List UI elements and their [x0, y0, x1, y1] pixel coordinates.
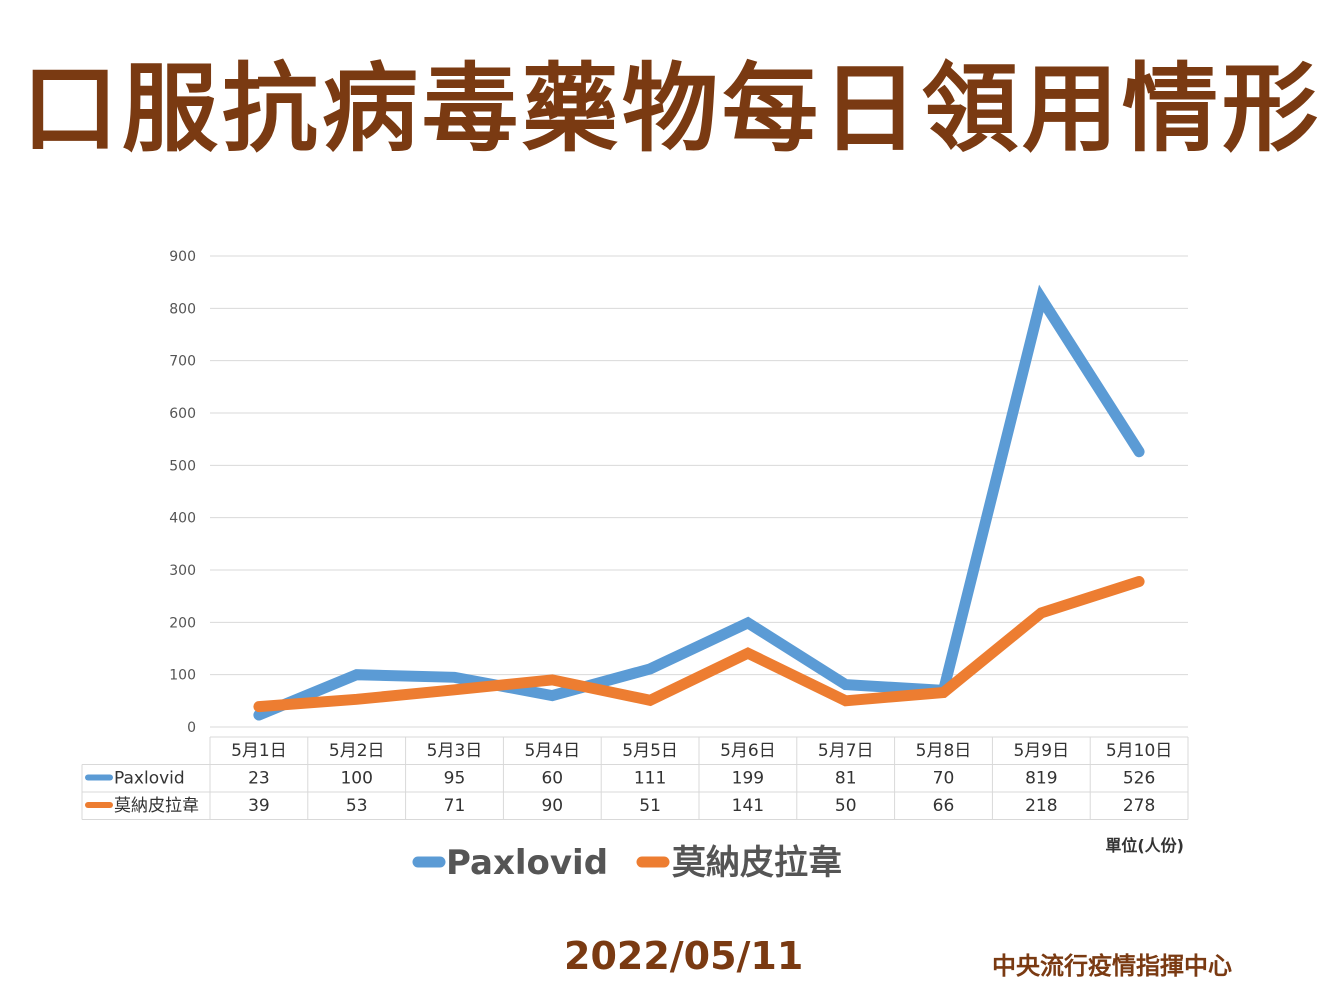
x-tick-label: 5月8日 [916, 741, 972, 761]
data-label: 90 [541, 796, 563, 816]
x-tick-label: 5月7日 [818, 741, 874, 761]
data-label: 71 [444, 796, 466, 816]
chart-title: 口服抗病毒藥物每日領用情形 [22, 53, 1322, 165]
x-tick-label: 5月1日 [231, 741, 287, 761]
data-label: 819 [1025, 769, 1057, 789]
data-label: 53 [346, 796, 368, 816]
y-tick-label: 900 [169, 249, 196, 265]
x-tick-label: 5月9日 [1013, 741, 1069, 761]
organization-name: 中央流行疫情指揮中心 [992, 952, 1232, 980]
x-tick-label: 5月3日 [427, 741, 483, 761]
data-label: 81 [835, 769, 857, 789]
x-tick-label: 5月4日 [524, 741, 580, 761]
y-tick-label: 300 [169, 563, 196, 579]
data-label: 50 [835, 796, 857, 816]
y-tick-label: 500 [169, 458, 196, 474]
y-tick-label: 200 [169, 615, 196, 631]
x-tick-label: 5月2日 [329, 741, 385, 761]
x-tick-label: 5月5日 [622, 741, 678, 761]
y-tick-label: 0 [187, 720, 196, 736]
data-label: 111 [634, 769, 666, 789]
data-label: 66 [933, 796, 955, 816]
legend-label: Paxlovid [446, 843, 608, 883]
y-tick-label: 400 [169, 511, 196, 527]
data-label: 39 [248, 796, 270, 816]
data-label: 278 [1123, 796, 1155, 816]
x-tick-label: 5月10日 [1106, 741, 1172, 761]
data-label: 199 [732, 769, 764, 789]
x-tick-label: 5月6日 [720, 741, 776, 761]
data-label: 218 [1025, 796, 1057, 816]
y-tick-label: 600 [169, 406, 196, 422]
legend-label: 莫納皮拉韋 [672, 843, 842, 883]
y-tick-label: 700 [169, 354, 196, 370]
data-label: 70 [933, 769, 955, 789]
report-date: 2022/05/11 [564, 934, 804, 978]
data-label: 95 [444, 769, 466, 789]
y-tick-label: 100 [169, 668, 196, 684]
unit-label: 單位(人份) [1105, 836, 1184, 855]
data-label: 51 [639, 796, 661, 816]
table-series-name: 莫納皮拉韋 [114, 796, 199, 816]
data-label: 23 [248, 769, 270, 789]
y-tick-label: 800 [169, 301, 196, 317]
series-line [253, 284, 1145, 721]
data-label: 100 [340, 769, 372, 789]
series-line [253, 576, 1145, 713]
data-label: 141 [732, 796, 764, 816]
data-label: 526 [1123, 769, 1155, 789]
data-label: 60 [541, 769, 563, 789]
table-series-name: Paxlovid [114, 769, 185, 789]
